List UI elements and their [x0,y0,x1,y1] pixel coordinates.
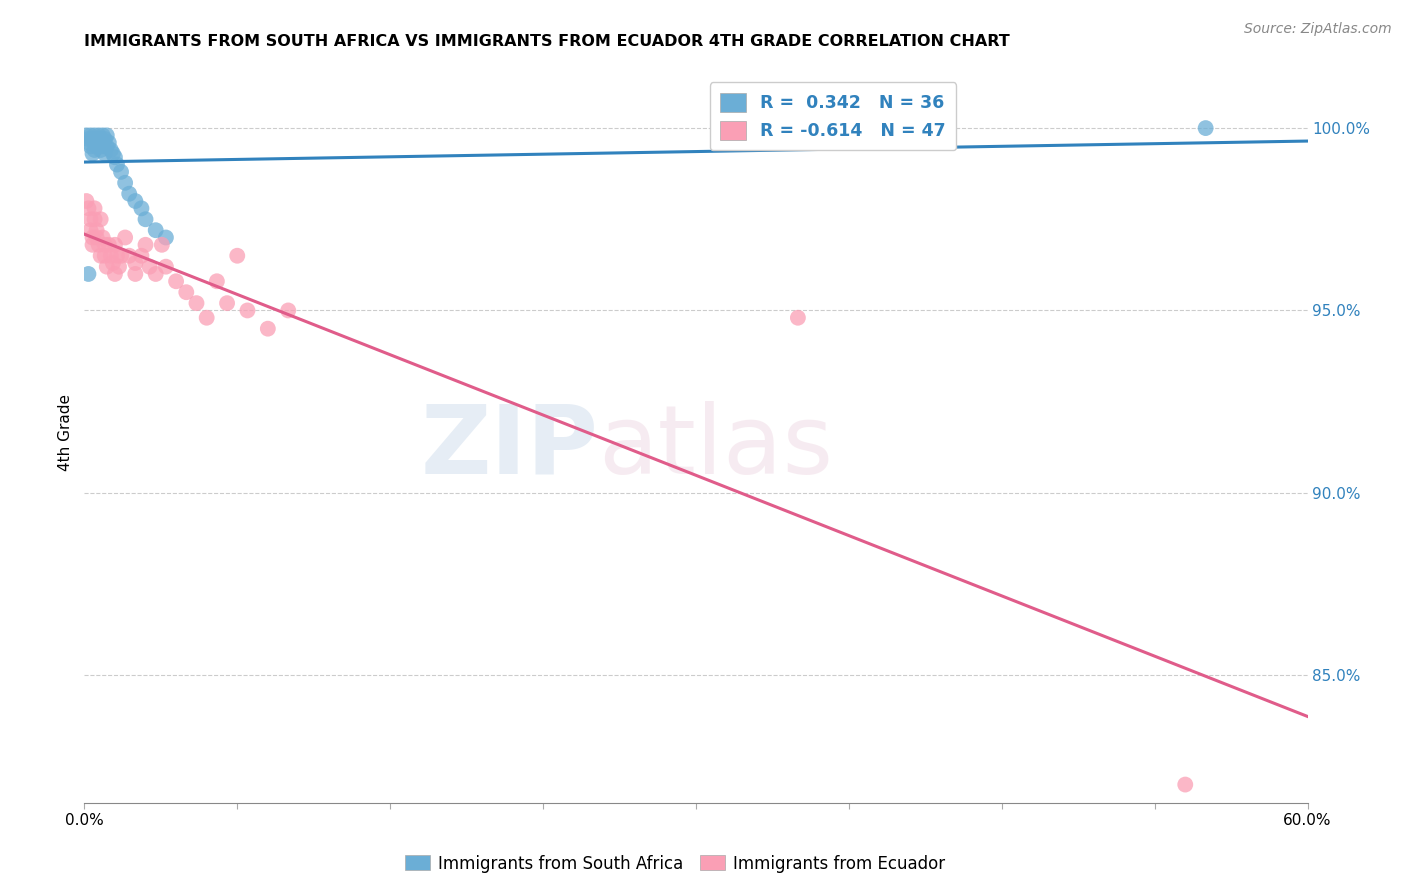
Legend: R =  0.342   N = 36, R = -0.614   N = 47: R = 0.342 N = 36, R = -0.614 N = 47 [710,82,956,150]
Point [104,267,127,281]
Point [101,146,124,161]
Point [79,212,101,227]
Point [96,128,118,143]
Point [155,230,177,244]
Point [79,223,101,237]
Point [131,202,153,216]
Point [75,128,97,143]
Point [118,249,141,263]
Point [82,230,104,244]
Point [105,249,128,263]
Point [93,146,115,161]
Point [787,310,810,325]
Point [100,249,122,263]
Point [131,249,153,263]
Point [145,223,167,237]
Point [108,260,131,274]
Point [96,260,118,274]
Point [97,237,120,252]
Point [195,310,218,325]
Point [87,136,110,150]
Point [87,128,110,143]
Point [87,237,110,252]
Point [93,249,115,263]
Point [83,202,105,216]
Point [90,212,112,227]
Point [86,223,108,237]
Point [86,139,108,153]
Point [93,132,115,146]
Point [82,132,104,146]
Point [77,267,100,281]
Point [83,143,105,157]
Point [110,165,132,179]
Point [124,194,146,208]
Text: Source: ZipAtlas.com: Source: ZipAtlas.com [1244,22,1392,37]
Point [96,139,118,153]
Point [114,230,136,244]
Point [205,274,228,288]
Point [91,128,114,143]
Point [277,303,299,318]
Point [1174,778,1197,792]
Point [86,132,108,146]
Point [97,136,120,150]
Point [165,274,187,288]
Legend: Immigrants from South Africa, Immigrants from Ecuador: Immigrants from South Africa, Immigrants… [398,848,952,880]
Point [110,249,132,263]
Point [104,237,127,252]
Point [257,321,280,335]
Point [82,146,104,161]
Point [77,136,100,150]
Point [75,194,97,208]
Point [82,237,104,252]
Point [91,139,114,153]
Point [1195,121,1218,136]
Point [124,267,146,281]
Point [226,249,249,263]
Point [77,202,100,216]
Point [91,230,114,244]
Point [77,132,100,146]
Point [83,212,105,227]
Point [135,237,157,252]
Point [135,212,157,227]
Y-axis label: 4th Grade: 4th Grade [58,394,73,471]
Point [174,285,197,300]
Text: IMMIGRANTS FROM SOUTH AFRICA VS IMMIGRANTS FROM ECUADOR 4TH GRADE CORRELATION CH: IMMIGRANTS FROM SOUTH AFRICA VS IMMIGRAN… [84,34,1010,49]
Point [86,230,108,244]
Point [118,186,141,201]
Point [100,143,122,157]
Point [114,176,136,190]
Point [105,157,128,171]
Point [217,296,239,310]
Point [236,303,259,318]
Text: atlas: atlas [598,401,834,494]
Point [90,143,112,157]
Point [145,267,167,281]
Point [90,249,112,263]
Point [79,128,101,143]
Point [186,296,208,310]
Point [93,237,115,252]
Point [124,256,146,270]
Point [90,132,112,146]
Point [79,139,101,153]
Point [83,128,105,143]
Point [104,150,127,164]
Point [155,260,177,274]
Text: ZIP: ZIP [420,401,598,494]
Point [150,237,173,252]
Point [138,260,160,274]
Point [101,256,124,270]
